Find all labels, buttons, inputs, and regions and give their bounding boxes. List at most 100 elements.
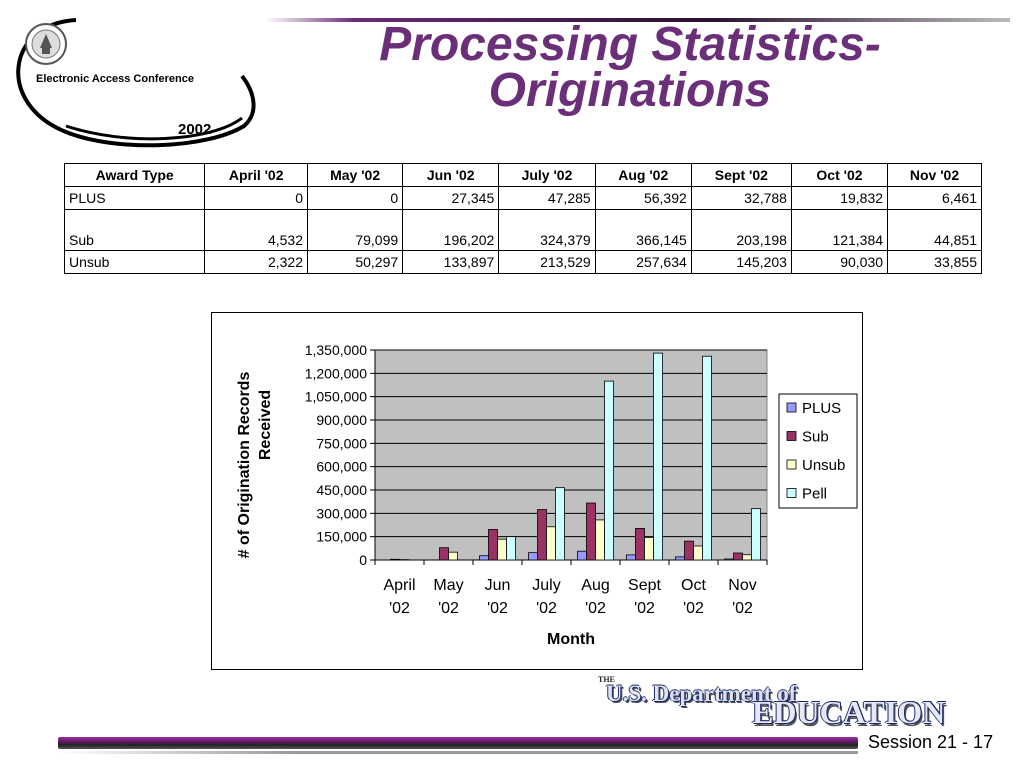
x-tick-label-year: '02	[438, 600, 459, 617]
x-tick-label-year: '02	[389, 600, 410, 617]
table-cell: 33,855	[887, 250, 982, 274]
bar-plus	[528, 552, 538, 561]
column-header: Sept '02	[690, 163, 792, 187]
table-cell: 133,897	[402, 250, 500, 274]
bar-plus	[675, 556, 685, 561]
x-tick-label: April	[383, 577, 415, 594]
table-cell: 121,384	[790, 209, 889, 251]
logo-year: 2002	[178, 121, 211, 138]
bar-chart: 0 150,000 300,000 450,000 600,000 750,000 900,…	[236, 342, 858, 648]
bar-unsub	[742, 554, 752, 561]
legend-label: Unsub	[802, 457, 845, 474]
table-cell: 145,203	[690, 250, 792, 274]
x-tick-label: Sept	[628, 577, 661, 594]
table-cell: 213,529	[498, 250, 596, 274]
table-cell: 32,788	[690, 186, 792, 210]
legend-label: PLUS	[802, 400, 841, 417]
statistics-table: Award Type April '02 May '02 Jun '02 Jul…	[63, 163, 982, 274]
top-rule	[265, 18, 1010, 22]
bar-plus	[626, 554, 636, 561]
bar-plus	[724, 558, 734, 561]
bar-sub	[488, 529, 498, 561]
plot-area	[374, 349, 768, 561]
table-cell: 366,145	[594, 209, 692, 251]
y-tick-label: 900,000	[316, 412, 367, 428]
table-cell: 90,030	[790, 250, 889, 274]
table-cell: 0	[204, 186, 309, 210]
table-cell: 4,532	[204, 209, 309, 251]
x-tick-label-year: '02	[732, 600, 753, 617]
education-the: THE	[598, 675, 615, 684]
legend-swatch	[786, 488, 797, 498]
y-tick-label: 1,200,000	[305, 365, 367, 381]
y-tick-label: 0	[359, 552, 367, 568]
table-cell: 2,322	[204, 250, 309, 274]
y-tick-label: 1,050,000	[305, 389, 367, 405]
education-logo-text: EDUCATION	[752, 694, 946, 730]
x-tick-label-year: '02	[487, 600, 508, 617]
table-cell: 324,379	[498, 209, 596, 251]
bar-sub	[586, 502, 596, 561]
column-header: Award Type	[63, 163, 206, 187]
bar-pell	[702, 355, 712, 561]
x-tick-label: May	[433, 577, 463, 594]
row-label: Sub	[63, 209, 206, 251]
x-axis-label: Month	[547, 631, 595, 648]
table-cell: 196,202	[402, 209, 500, 251]
legend-swatch	[786, 459, 797, 470]
table-cell: 79,099	[307, 209, 404, 251]
table-cell: 0	[307, 186, 404, 210]
column-header: Nov '02	[887, 163, 982, 187]
table-cell: 6,461	[887, 186, 982, 210]
y-tick-label: 750,000	[316, 435, 367, 451]
table-cell: 257,634	[594, 250, 692, 274]
y-axis-label-line2: Received	[257, 390, 274, 460]
bar-sub	[390, 558, 400, 561]
legend-swatch	[786, 402, 797, 413]
table-cell: 27,345	[402, 186, 500, 210]
y-tick-label: 1,350,000	[305, 342, 367, 358]
table-cell: 50,297	[307, 250, 404, 274]
bar-unsub	[595, 519, 605, 561]
y-tick-label: 150,000	[316, 529, 367, 545]
table-cell: 203,198	[690, 209, 792, 251]
bar-unsub	[546, 526, 556, 561]
x-tick-label: Aug	[581, 577, 609, 594]
column-header: April '02	[204, 163, 309, 187]
column-header: Jun '02	[402, 163, 500, 187]
bar-pell	[751, 508, 761, 561]
page-title: Processing Statistics- Originations	[300, 18, 960, 117]
y-tick-label: 300,000	[316, 505, 367, 521]
department-seal-icon	[25, 23, 67, 65]
legend-swatch	[786, 431, 797, 441]
y-tick-label: 600,000	[316, 459, 367, 475]
column-header: July '02	[498, 163, 596, 187]
x-tick-label-year: '02	[683, 600, 704, 617]
x-tick-label: July	[532, 577, 560, 594]
title-line-2: Originations	[488, 64, 772, 117]
legend	[778, 393, 858, 509]
row-label: Unsub	[63, 250, 206, 274]
legend-label: Sub	[802, 429, 829, 446]
x-tick-label-year: '02	[634, 600, 655, 617]
bar-unsub	[448, 551, 458, 561]
chart-container: 0 150,000 300,000 450,000 600,000 750,000 900,…	[211, 312, 863, 670]
table-cell: 56,392	[594, 186, 692, 210]
x-tick-label: Oct	[681, 577, 706, 594]
bar-pell	[555, 487, 565, 561]
bar-sub	[439, 547, 449, 561]
bar-unsub	[497, 538, 507, 561]
conference-logo: Electronic Access Conference 2002	[16, 18, 256, 148]
column-header: Aug '02	[594, 163, 692, 187]
column-header: May '02	[307, 163, 404, 187]
bar-plus	[577, 550, 587, 561]
bar-unsub	[693, 545, 703, 561]
x-tick-label: Jun	[485, 577, 511, 594]
footer-rule-shadow	[58, 751, 858, 754]
education-dept-text: U.S. Department of	[606, 681, 797, 706]
table-row: Unsub 2,322 50,297 133,897 213,529 257,6…	[63, 250, 982, 274]
table-header-row: Award Type April '02 May '02 Jun '02 Jul…	[63, 163, 982, 187]
title-line-1: Processing Statistics-	[379, 18, 881, 71]
bar-pell	[653, 352, 663, 561]
legend-label: Pell	[802, 486, 827, 503]
